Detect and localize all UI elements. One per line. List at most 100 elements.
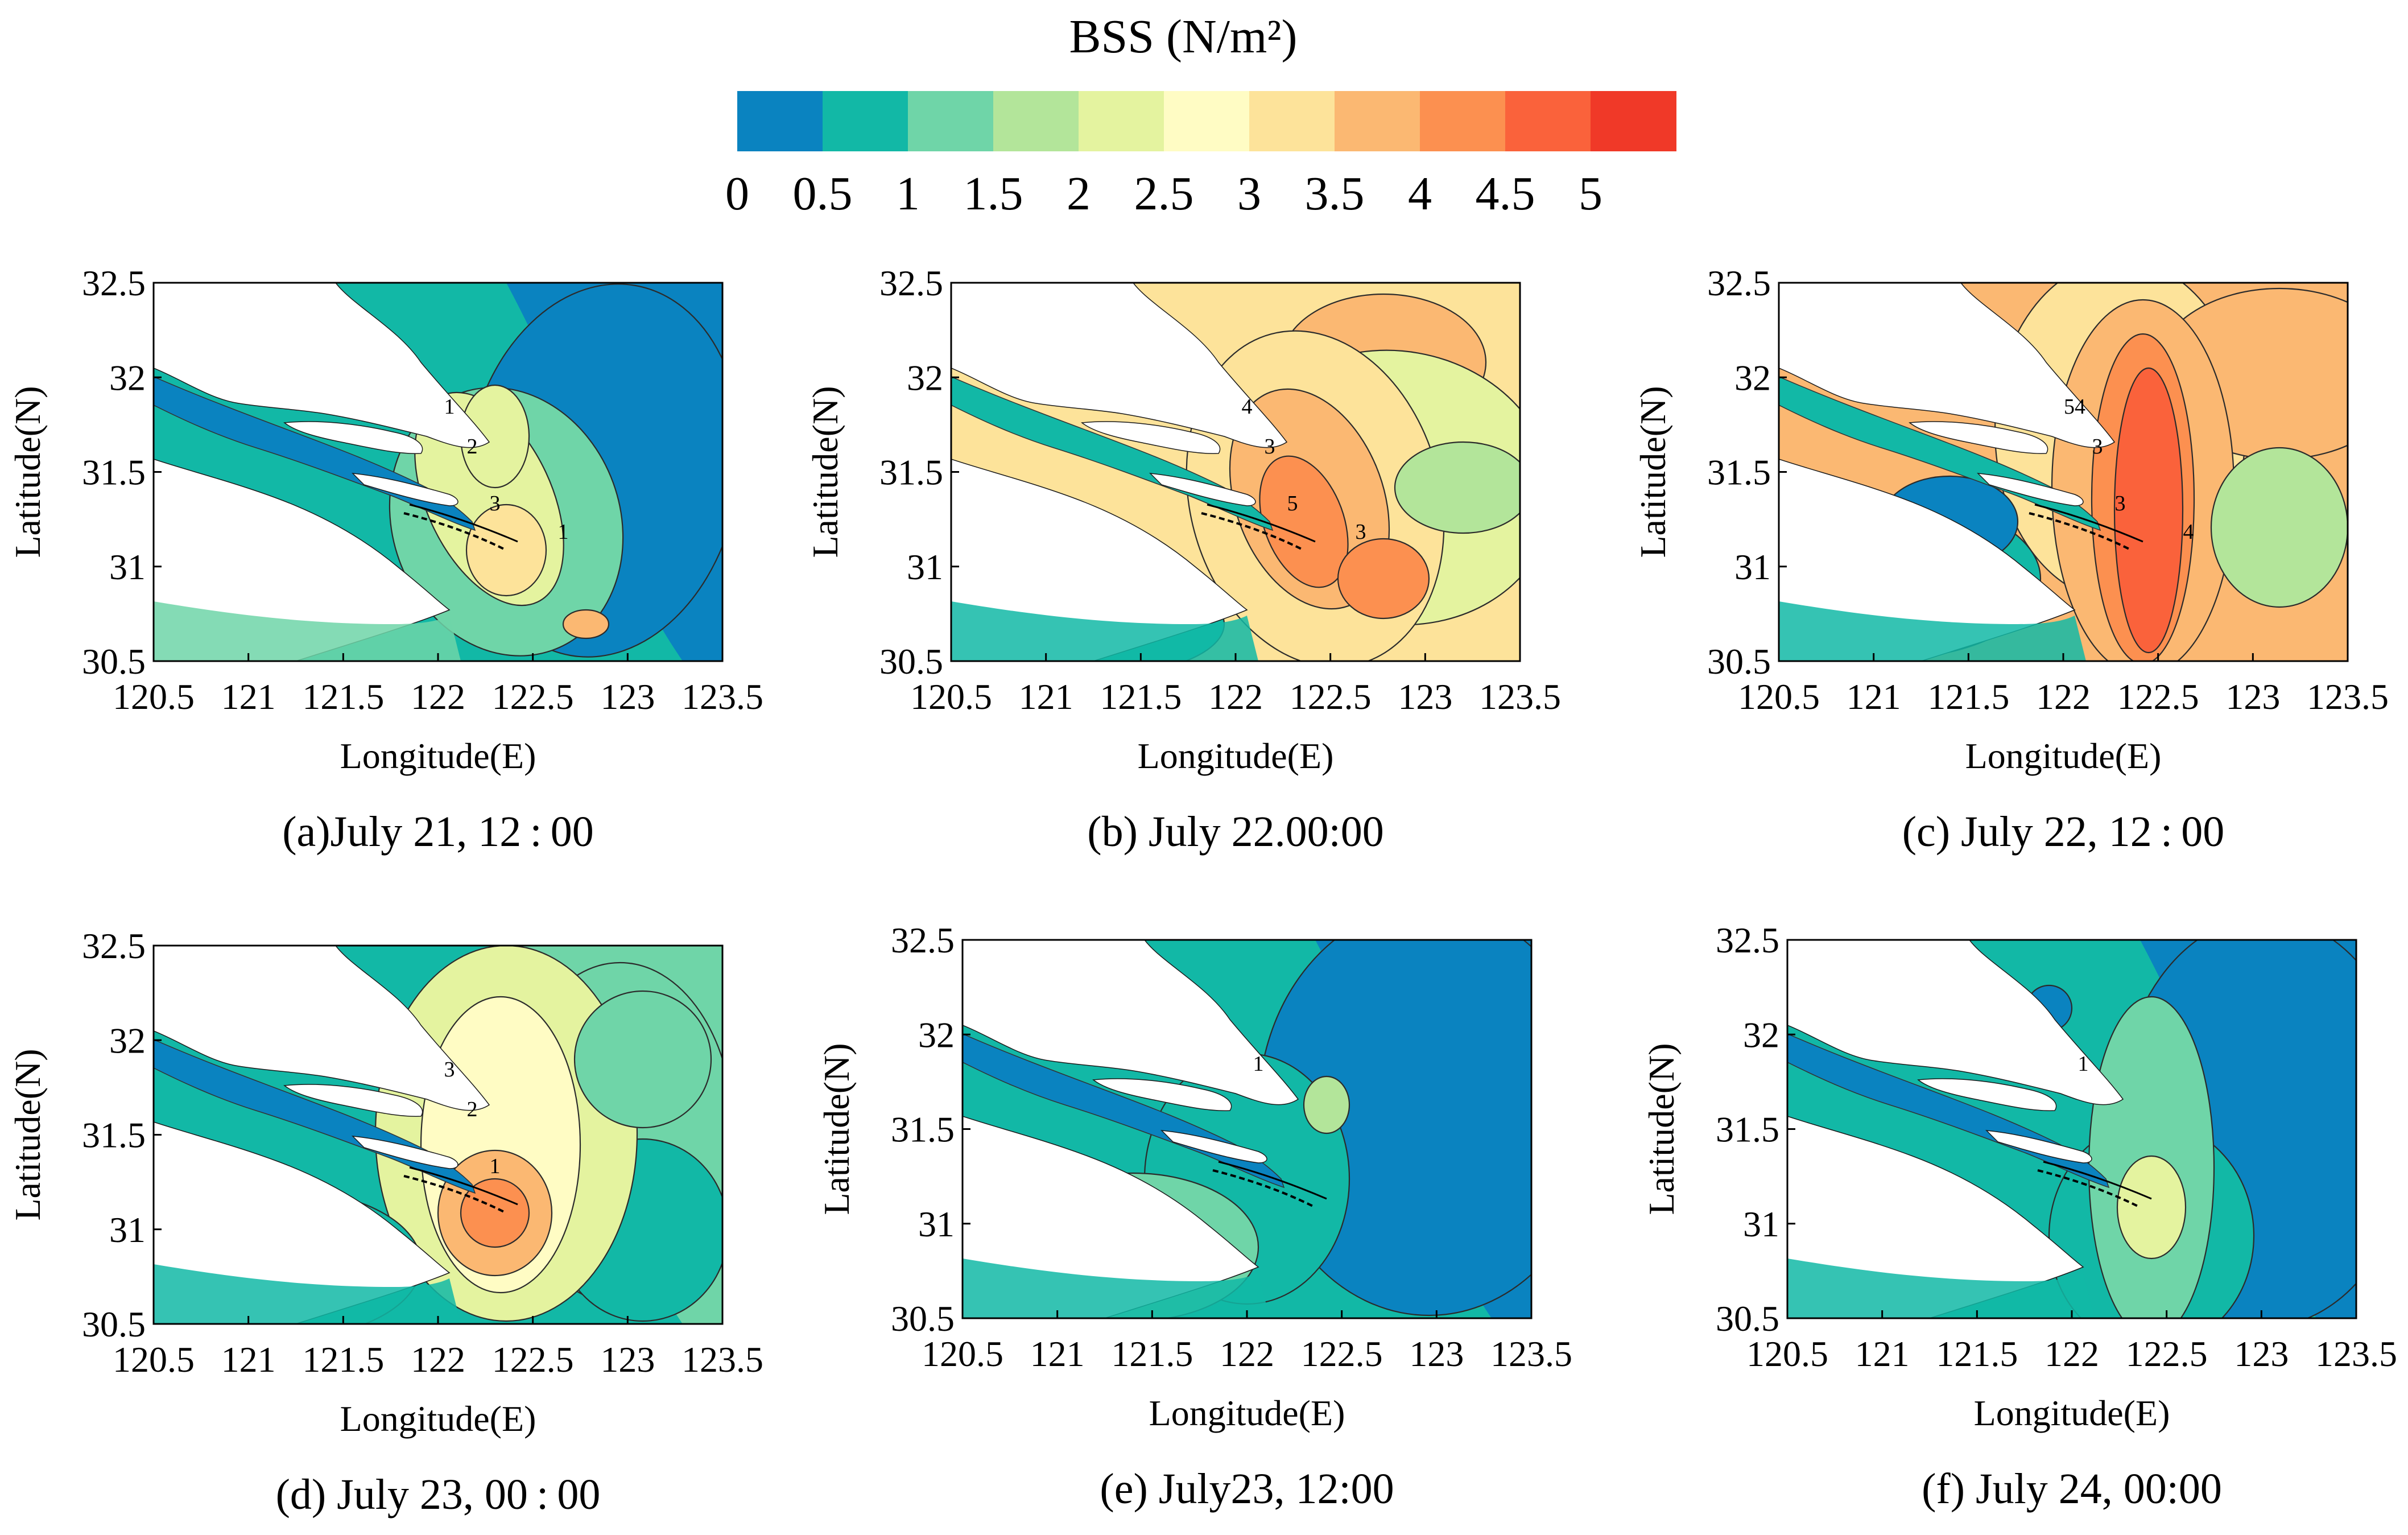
- x-tick-label: 122.5: [492, 1339, 574, 1380]
- deepwater-channel-line: [2037, 1169, 2141, 1208]
- panel-f: 1 120.5 121 121.5 122 122.5 123 123.5 30.5 31 31.5…: [1641, 920, 2397, 1513]
- contour-label: 1: [490, 1154, 501, 1178]
- y-tick-label: 32: [907, 357, 943, 398]
- y-tick-label: 32: [918, 1014, 955, 1055]
- x-tick-label: 122: [2036, 676, 2091, 717]
- y-tick-label: 31.5: [82, 452, 146, 493]
- x-tick-label: 121: [1019, 676, 1073, 717]
- y-tick-label: 31: [907, 547, 943, 587]
- x-tick-label: 121.5: [1100, 676, 1182, 717]
- contour-label: 5: [1287, 492, 1298, 515]
- x-tick-label: 122.5: [1301, 1334, 1383, 1374]
- x-axis-label: Longitude(E): [1138, 736, 1334, 776]
- colorbar-tick-label: 0.5: [793, 167, 853, 220]
- land-north: [1779, 283, 2116, 448]
- x-tick-label: 123: [1398, 676, 1452, 717]
- land-north: [154, 946, 490, 1111]
- x-tick-label: 122.5: [1290, 676, 1372, 717]
- map-plot: 1: [1787, 940, 2356, 1318]
- deepwater-channel-line: [2029, 512, 2132, 551]
- land-north: [1787, 940, 2124, 1105]
- colorbar: BSS (N/m²) 0 0.5 1 1.5 2 2.5 3 3.5 4 4.5 5: [725, 10, 1676, 220]
- y-tick-label: 31: [109, 1210, 146, 1250]
- y-tick-label: 32.5: [82, 926, 146, 966]
- x-tick-label: 123: [600, 676, 655, 717]
- y-tick-label: 31: [1743, 1204, 1779, 1244]
- x-tick-label: 123.5: [681, 1339, 763, 1380]
- bss-contour-region: [1394, 441, 1520, 534]
- colorbar-tick-label: 1: [896, 167, 920, 220]
- x-tick-label: 123.5: [1479, 676, 1561, 717]
- bss-contour-region: [562, 609, 610, 639]
- deepwater-channel-line: [2043, 1161, 2152, 1200]
- y-axis-label: Latitude(N): [7, 1049, 48, 1220]
- x-tick-label: 123.5: [681, 676, 763, 717]
- colorbar-tick-label: 0: [725, 167, 749, 220]
- contour-label: 3: [2115, 492, 2126, 515]
- bss-contour-region: [573, 990, 712, 1129]
- bss-contour-region: [465, 504, 547, 597]
- panel-c: 54 3 3 4 120.5 121 121.5 122 122.5 123 123.5 30.5 31…: [1633, 263, 2389, 856]
- land-north: [951, 283, 1288, 448]
- x-tick-label: 123: [600, 1339, 655, 1380]
- deepwater-channel-line: [2034, 504, 2143, 543]
- y-tick-label: 32: [1734, 357, 1771, 398]
- colorbar-swatch: [1335, 91, 1420, 151]
- x-tick-label: 123.5: [2315, 1334, 2397, 1374]
- y-tick-label: 30.5: [879, 641, 943, 682]
- colorbar-tick-label: 2.5: [1134, 167, 1194, 220]
- y-axis-label: Latitude(N): [1633, 386, 1673, 558]
- x-tick-label: 123.5: [2307, 676, 2389, 717]
- contour-label: 4: [2183, 520, 2194, 544]
- deepwater-channel-line: [409, 1166, 518, 1206]
- deepwater-channel-line: [1212, 1169, 1316, 1208]
- y-tick-label: 31.5: [891, 1109, 955, 1150]
- map-plot: 1: [963, 940, 1531, 1318]
- island-chongming: [283, 1084, 423, 1117]
- map-plot: 54 3 3 4: [1779, 283, 2348, 661]
- y-tick-label: 30.5: [1707, 641, 1771, 682]
- y-tick-label: 31: [918, 1204, 955, 1244]
- x-tick-label: 123: [2234, 1334, 2289, 1374]
- bss-contour-region: [2210, 447, 2348, 608]
- contour-label: 1: [1253, 1052, 1264, 1076]
- island-chongming: [1092, 1078, 1232, 1111]
- contour-label: 1: [558, 520, 569, 544]
- x-tick-label: 123.5: [1490, 1334, 1572, 1374]
- deepwater-channel-line: [409, 504, 518, 543]
- y-tick-label: 31: [1734, 547, 1771, 587]
- deepwater-channel-line: [1207, 504, 1316, 543]
- colorbar-swatch: [737, 91, 823, 151]
- land-north: [963, 940, 1299, 1105]
- deepwater-channel-line: [1201, 512, 1304, 551]
- panel-caption: (a)July 21, 12 : 00: [282, 808, 594, 856]
- x-tick-label: 122: [1220, 1334, 1274, 1374]
- island-hengsha: [1976, 473, 2084, 506]
- y-tick-label: 30.5: [1716, 1298, 1779, 1339]
- colorbar-swatch: [1079, 91, 1164, 151]
- panel-caption: (f) July 24, 00:00: [1922, 1465, 2222, 1513]
- bss-contour-region: [460, 1178, 530, 1248]
- colorbar-swatch: [1591, 91, 1676, 151]
- colorbar-tick-label: 5: [1579, 167, 1602, 220]
- y-tick-label: 32.5: [1716, 920, 1779, 960]
- y-tick-label: 32: [109, 357, 146, 398]
- x-axis-label: Longitude(E): [340, 736, 536, 776]
- x-tick-label: 123: [1409, 1334, 1464, 1374]
- island-hengsha: [1149, 473, 1256, 506]
- contour-label: 2: [467, 1097, 478, 1121]
- x-tick-label: 122: [411, 676, 465, 717]
- panel-caption: (e) July23, 12:00: [1100, 1465, 1394, 1513]
- panel-caption: (d) July 23, 00 : 00: [276, 1471, 601, 1519]
- x-tick-label: 121.5: [302, 676, 384, 717]
- x-tick-label: 121: [221, 676, 276, 717]
- bss-contour-region: [1303, 1075, 1350, 1134]
- y-tick-label: 30.5: [82, 641, 146, 682]
- colorbar-swatch: [1249, 91, 1335, 151]
- colorbar-swatch: [908, 91, 994, 151]
- x-tick-label: 121: [221, 1339, 276, 1380]
- bss-south-shelf: [1787, 1258, 2095, 1318]
